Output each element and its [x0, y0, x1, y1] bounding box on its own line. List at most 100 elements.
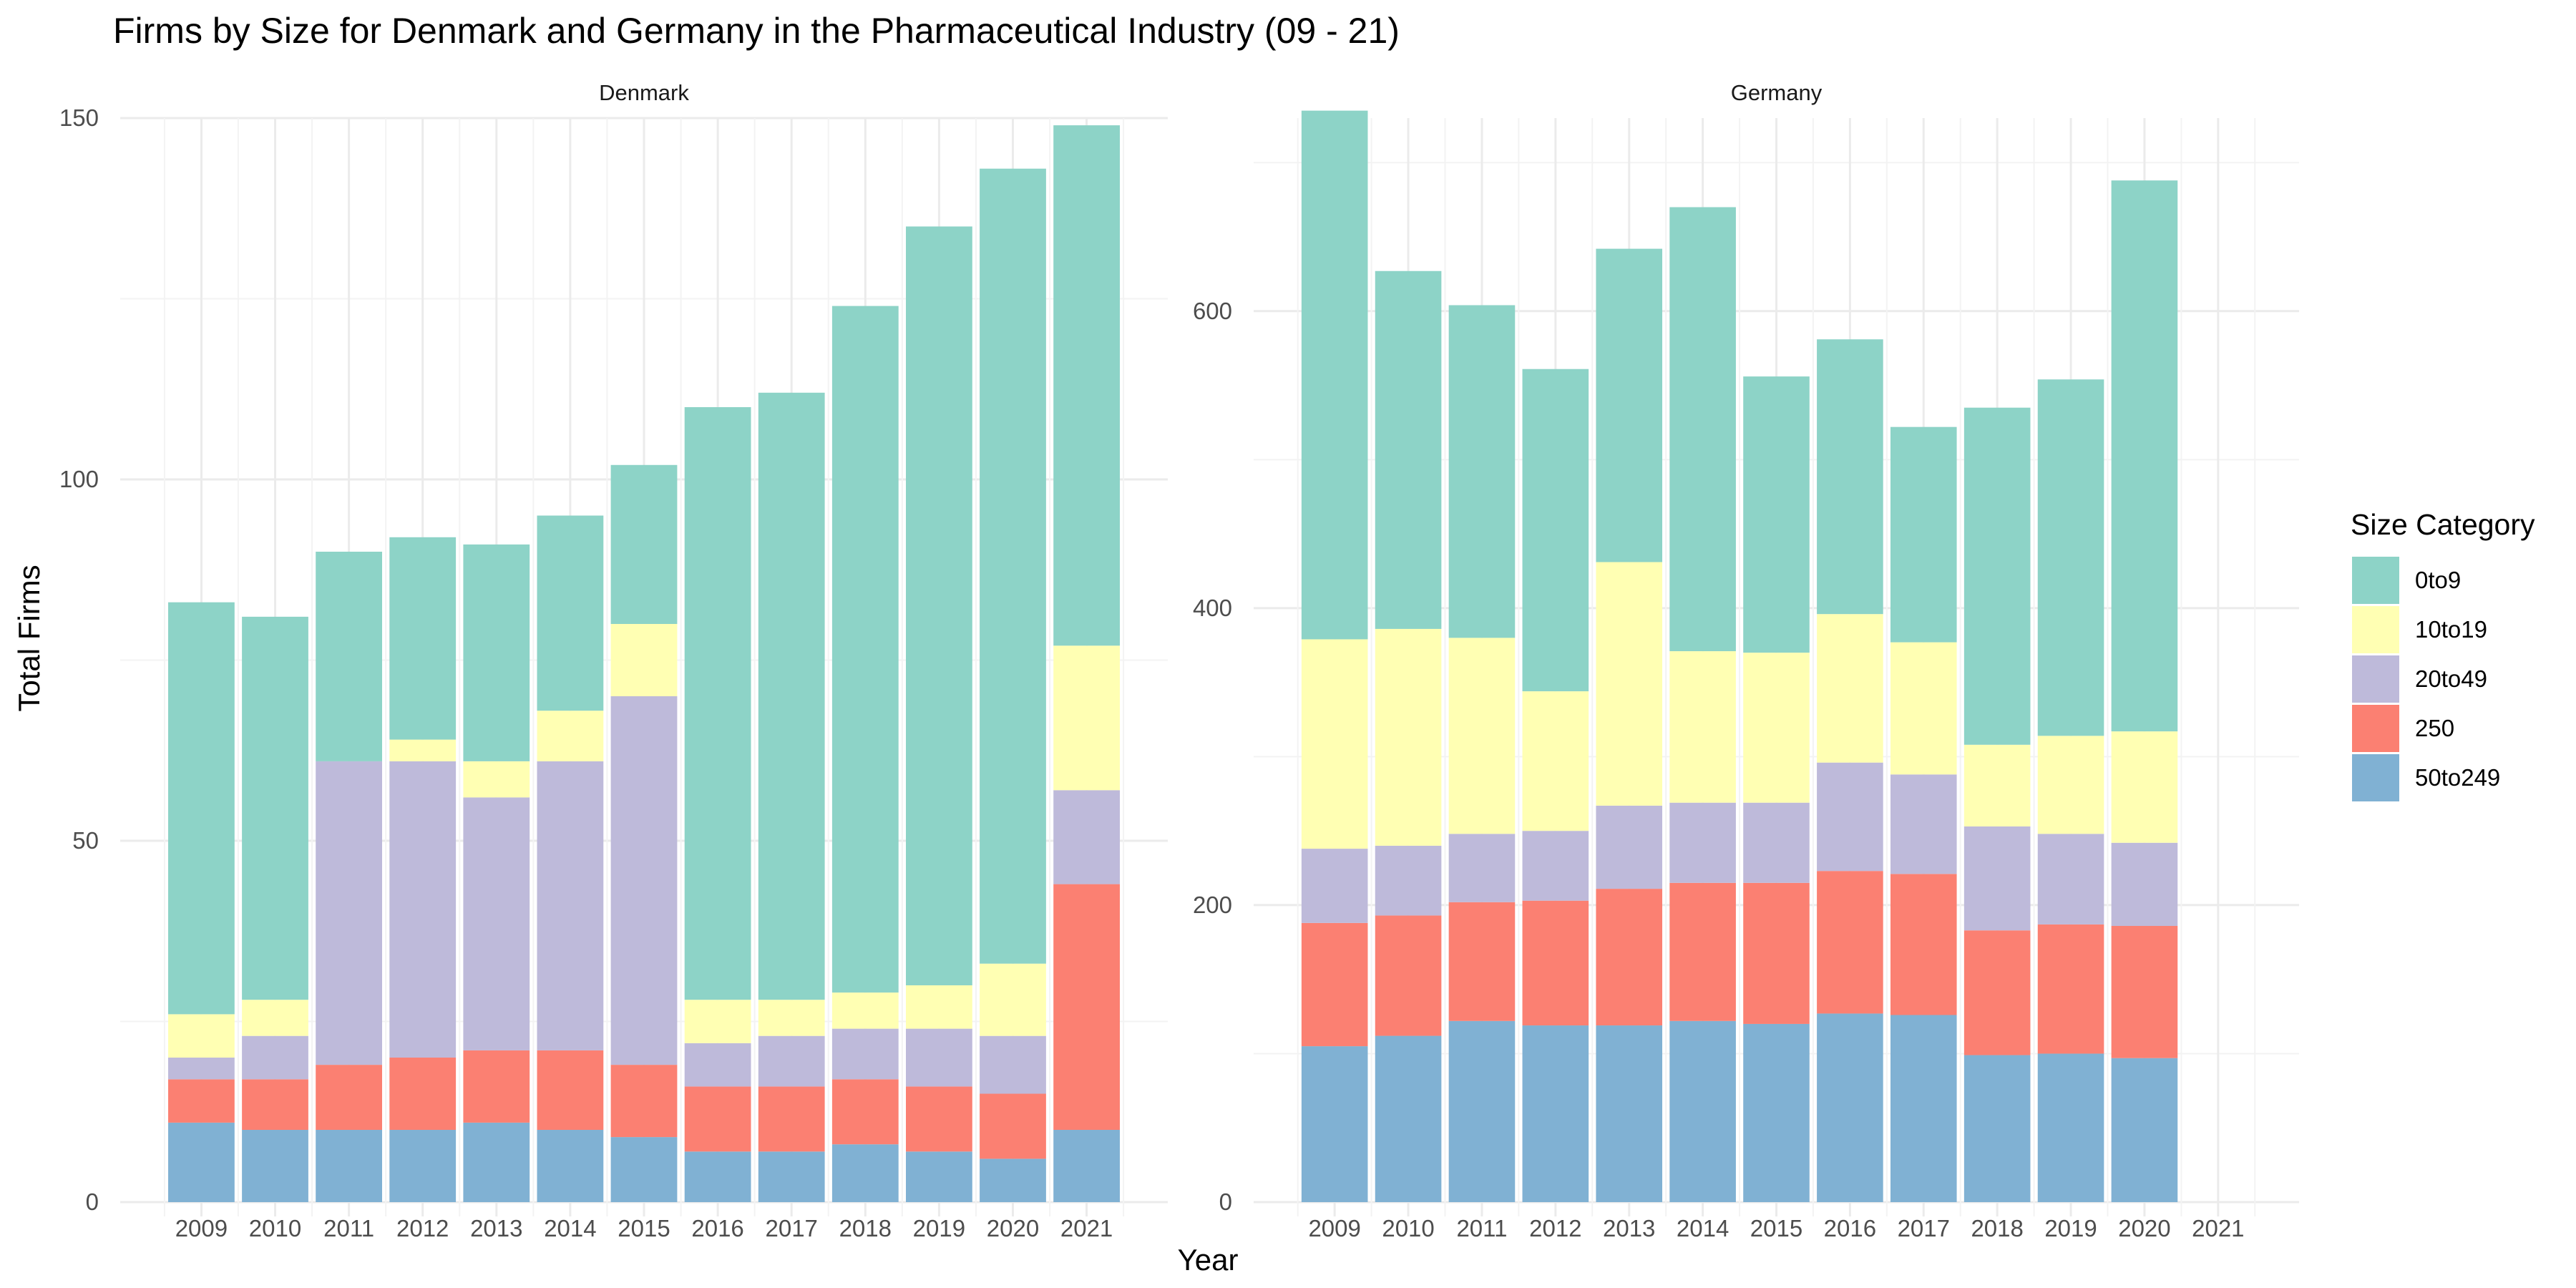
x-tick-label: 2013: [1603, 1215, 1655, 1241]
y-tick-label: 0: [1219, 1189, 1232, 1215]
bar-10to19-2021: [1053, 645, 1120, 791]
x-tick-label: 2018: [1971, 1215, 2023, 1241]
bar-20to49-2017: [1890, 774, 1957, 874]
panel-denmark: Denmark 0 50 100 150 2009 2010 2011 2012 2013 2014…: [59, 80, 1168, 1241]
y-tick-label: 0: [86, 1189, 99, 1215]
bar-50to249-2019: [2037, 1053, 2104, 1202]
bar-0to9-2017: [758, 392, 825, 1000]
legend-title: Size Category: [2351, 508, 2535, 541]
y-tick-label: 400: [1193, 595, 1232, 621]
bar-50to249-2015: [610, 1137, 678, 1202]
legend-key-20to49: [2352, 655, 2399, 703]
bar-50to249-2014: [1669, 1020, 1736, 1202]
x-tick-label: 2014: [544, 1215, 596, 1241]
x-tick-label: 2016: [691, 1215, 743, 1241]
bar-20to49-2014: [1669, 802, 1736, 883]
bar-50to249-2016: [684, 1151, 751, 1202]
bar-10to19-2009: [168, 1014, 235, 1058]
bar-10to19-2019: [2037, 736, 2104, 834]
bar-0to9-2009: [168, 602, 235, 1015]
bar-0to9-2018: [831, 306, 899, 993]
bar-50to249-2012: [389, 1130, 457, 1202]
bar-20to49-2015: [610, 696, 678, 1065]
bar-10to19-2018: [831, 992, 899, 1029]
bar-20to49-2021: [1053, 790, 1120, 884]
bar-250-2016: [684, 1086, 751, 1152]
bars: [1301, 110, 2178, 1202]
bar-50to249-2015: [1743, 1023, 1810, 1202]
bar-10to19-2018: [1963, 744, 2031, 826]
bar-10to19-2015: [610, 624, 678, 696]
bar-10to19-2009: [1301, 639, 1368, 849]
bar-0to9-2019: [2037, 379, 2104, 736]
bar-20to49-2009: [168, 1058, 235, 1080]
bar-250-2019: [906, 1086, 972, 1152]
bar-50to249-2018: [1963, 1055, 2031, 1202]
bar-250-2010: [242, 1079, 308, 1130]
x-tick-label: 2018: [839, 1215, 892, 1241]
bar-250-2013: [463, 1050, 530, 1123]
bar-0to9-2016: [684, 407, 751, 1000]
bar-50to249-2013: [463, 1122, 530, 1202]
bar-0to9-2012: [1522, 369, 1589, 692]
bar-20to49-2010: [242, 1035, 308, 1080]
legend-label-20to49: 20to49: [2415, 665, 2487, 692]
x-tick-label: 2015: [1750, 1215, 1802, 1241]
bar-20to49-2019: [906, 1028, 972, 1087]
bar-250-2018: [1963, 930, 2031, 1055]
bar-250-2009: [1301, 922, 1368, 1047]
bar-250-2020: [2111, 925, 2178, 1058]
x-tick-label: 2020: [2118, 1215, 2170, 1241]
bar-10to19-2016: [1817, 614, 1883, 763]
bar-10to19-2013: [1596, 562, 1663, 806]
bar-250-2017: [1890, 874, 1957, 1015]
legend-label-50to249: 50to249: [2415, 764, 2500, 791]
bar-250-2011: [316, 1065, 382, 1130]
bars: [168, 125, 1120, 1202]
bar-250-2020: [980, 1093, 1046, 1159]
bar-20to49-2018: [831, 1028, 899, 1080]
bar-50to249-2010: [1375, 1035, 1442, 1202]
bar-250-2016: [1817, 871, 1883, 1014]
bar-50to249-2009: [1301, 1046, 1368, 1202]
panel-strip-label: Germany: [1731, 80, 1823, 105]
bar-50to249-2018: [831, 1144, 899, 1202]
bar-250-2015: [610, 1065, 678, 1138]
bar-50to249-2021: [1053, 1130, 1120, 1202]
bar-10to19-2013: [463, 761, 530, 798]
x-axis-title: Year: [1178, 1243, 1239, 1277]
legend-label-10to19: 10to19: [2415, 616, 2487, 643]
bar-20to49-2017: [758, 1035, 825, 1087]
y-tick-label: 150: [59, 104, 99, 131]
bar-50to249-2013: [1596, 1025, 1663, 1202]
x-tick-label: 2016: [1824, 1215, 1876, 1241]
bar-250-2013: [1596, 889, 1663, 1026]
bar-10to19-2015: [1743, 653, 1810, 803]
legend-key-10to19: [2352, 606, 2399, 653]
bar-10to19-2010: [1375, 628, 1442, 846]
bar-50to249-2010: [242, 1130, 308, 1202]
bar-0to9-2016: [1817, 339, 1883, 615]
bar-10to19-2012: [1522, 691, 1589, 831]
bar-50to249-2011: [316, 1130, 382, 1202]
x-tick-label: 2011: [1456, 1215, 1507, 1241]
legend-label-250: 250: [2415, 715, 2454, 741]
bar-10to19-2017: [1890, 642, 1957, 775]
y-tick-label: 600: [1193, 298, 1232, 324]
bar-20to49-2012: [389, 761, 457, 1058]
bar-0to9-2020: [980, 168, 1046, 964]
x-tick-label: 2009: [175, 1215, 228, 1241]
bar-250-2018: [831, 1079, 899, 1145]
x-tick-label: 2014: [1677, 1215, 1729, 1241]
y-tick-label: 100: [59, 466, 99, 492]
bar-0to9-2020: [2111, 180, 2178, 732]
bar-10to19-2011: [1448, 638, 1516, 834]
x-tick-label: 2021: [2192, 1215, 2244, 1241]
bar-20to49-2013: [463, 797, 530, 1050]
bar-10to19-2012: [389, 739, 457, 761]
x-tick-label: 2012: [1529, 1215, 1581, 1241]
panel-strip-label: Denmark: [599, 80, 689, 105]
bar-0to9-2011: [316, 552, 382, 761]
bar-0to9-2021: [1053, 125, 1120, 646]
